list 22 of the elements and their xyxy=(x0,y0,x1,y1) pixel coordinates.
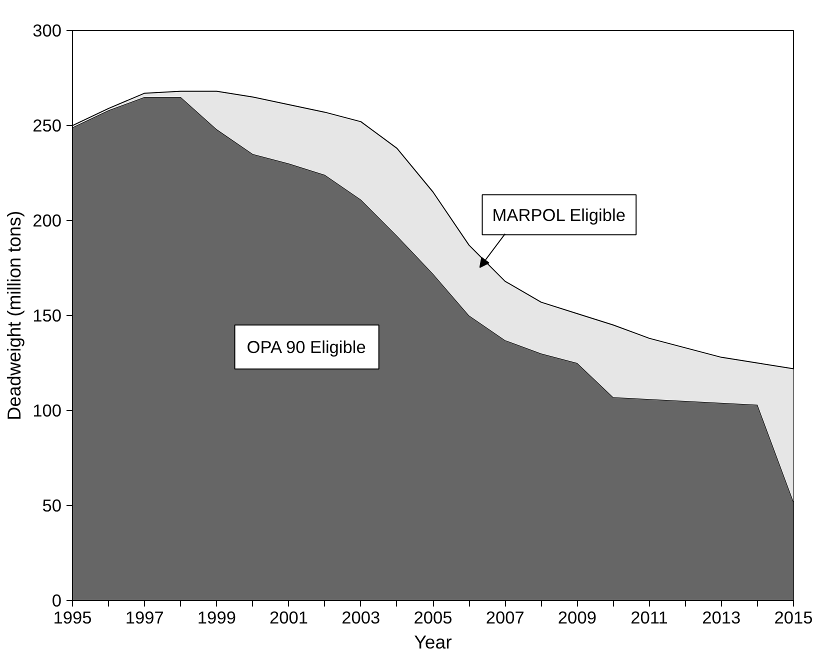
x-tick-label: 2009 xyxy=(558,608,596,628)
x-tick-label: 1999 xyxy=(197,608,236,628)
y-axis-title: Deadweight (million tons) xyxy=(4,210,25,420)
x-tick-label: 2015 xyxy=(774,608,813,628)
series-label: OPA 90 Eligible xyxy=(246,337,366,358)
x-axis-title: Year xyxy=(414,632,452,652)
y-tick-label: 0 xyxy=(52,590,62,610)
y-tick-label: 300 xyxy=(32,20,62,40)
x-tick-label: 1997 xyxy=(125,608,164,628)
series-label: MARPOL Eligible xyxy=(492,204,626,225)
y-tick-label: 150 xyxy=(32,306,62,326)
y-tick-label: 250 xyxy=(32,116,62,136)
y-tick-label: 100 xyxy=(32,400,62,420)
x-tick-label: 2003 xyxy=(342,608,380,628)
y-tick-label: 50 xyxy=(42,496,62,516)
y-tick-label: 200 xyxy=(32,210,62,230)
x-tick-label: 1995 xyxy=(53,608,92,628)
x-tick-label: 2011 xyxy=(630,608,668,628)
x-tick-label: 2005 xyxy=(414,608,452,628)
x-tick-label: 2007 xyxy=(486,608,524,628)
x-tick-label: 2013 xyxy=(702,608,741,628)
x-tick-label: 2001 xyxy=(270,608,308,628)
